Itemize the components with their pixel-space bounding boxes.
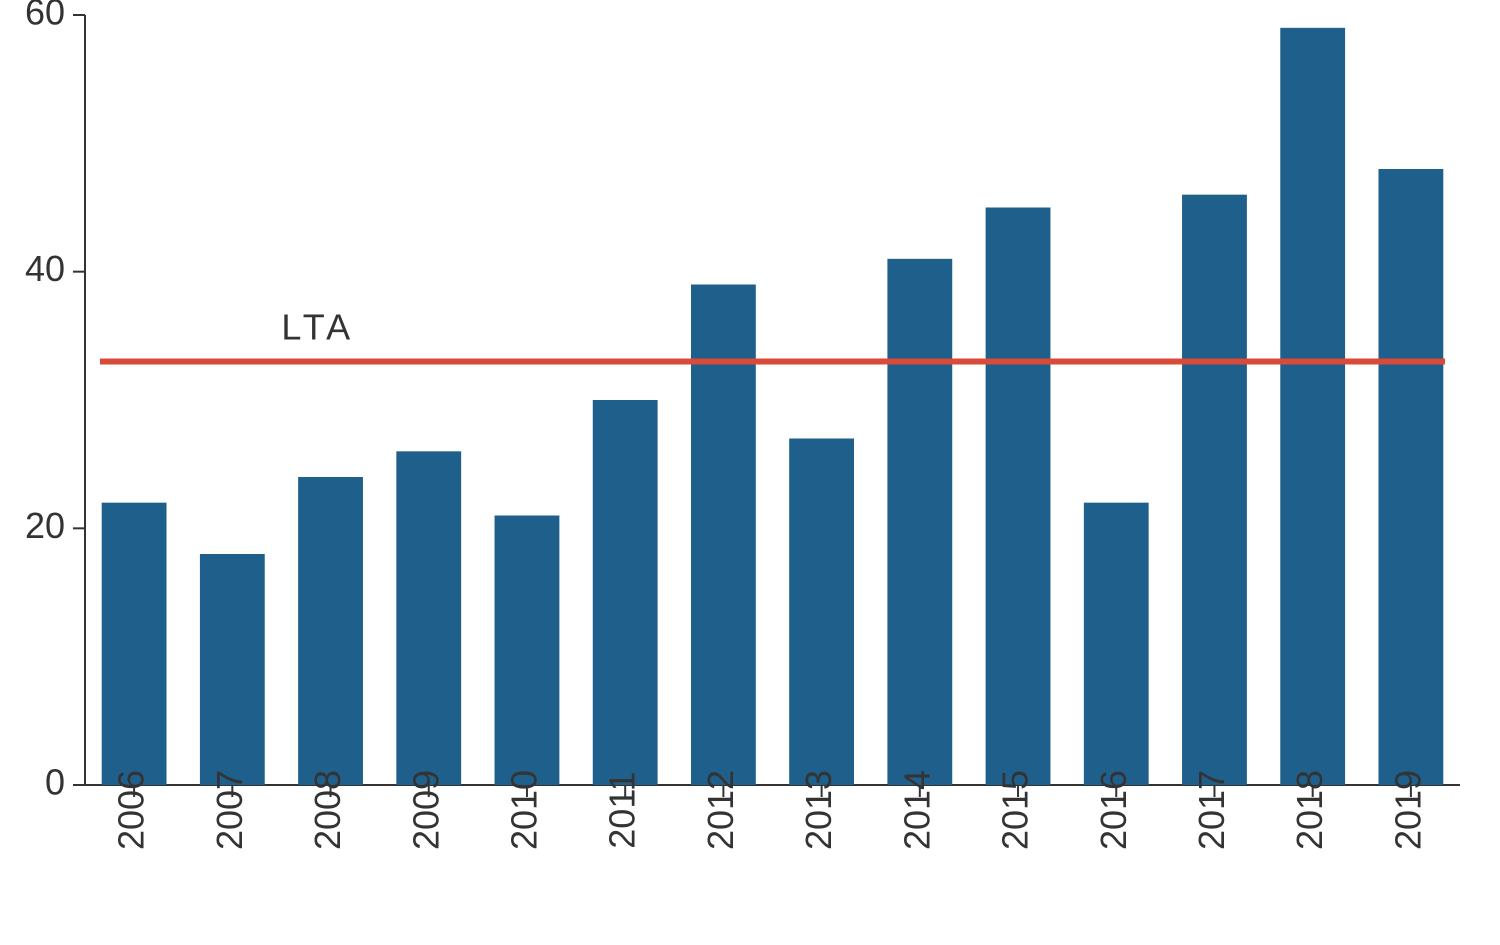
bar [1378,169,1443,785]
y-tick-label: 60 [25,0,65,33]
bar [887,259,952,785]
bar [1084,503,1149,785]
x-tick-label: 2018 [1289,770,1330,850]
bar-chart: 0 20 40 60 2006 2007 2008 2009 2010 2011 2012 2013 2… [0,0,1500,945]
bar [593,400,658,785]
x-tick-label: 2011 [602,771,643,848]
bar [789,439,854,786]
x-tick-label: 2009 [405,770,446,850]
x-tick-label: 2019 [1387,770,1428,850]
bar [986,208,1051,786]
bar [495,516,560,786]
x-tick-label: 2008 [307,770,348,850]
bar [396,451,461,785]
bar [1280,28,1345,785]
x-tick-label: 2007 [209,770,250,850]
x-tick-label: 2013 [798,770,839,850]
x-tick-label: 2014 [896,770,937,850]
bar [1182,195,1247,785]
bar [102,503,167,785]
chart-svg: 0 20 40 60 2006 2007 2008 2009 2010 2011 2012 2013 2… [0,0,1500,945]
reference-line-label: LTA [281,307,354,348]
bar [298,477,363,785]
x-tick-label: 2016 [1093,770,1134,850]
x-tick-label: 2010 [503,770,544,850]
x-tick-label: 2012 [700,770,741,850]
bar [200,554,265,785]
y-tick-label: 0 [45,762,65,803]
x-tick-label: 2017 [1191,770,1232,850]
y-tick-label: 20 [25,505,65,546]
y-tick-label: 40 [25,248,65,289]
x-tick-label: 2006 [111,770,152,850]
x-tick-label: 2015 [995,770,1036,850]
